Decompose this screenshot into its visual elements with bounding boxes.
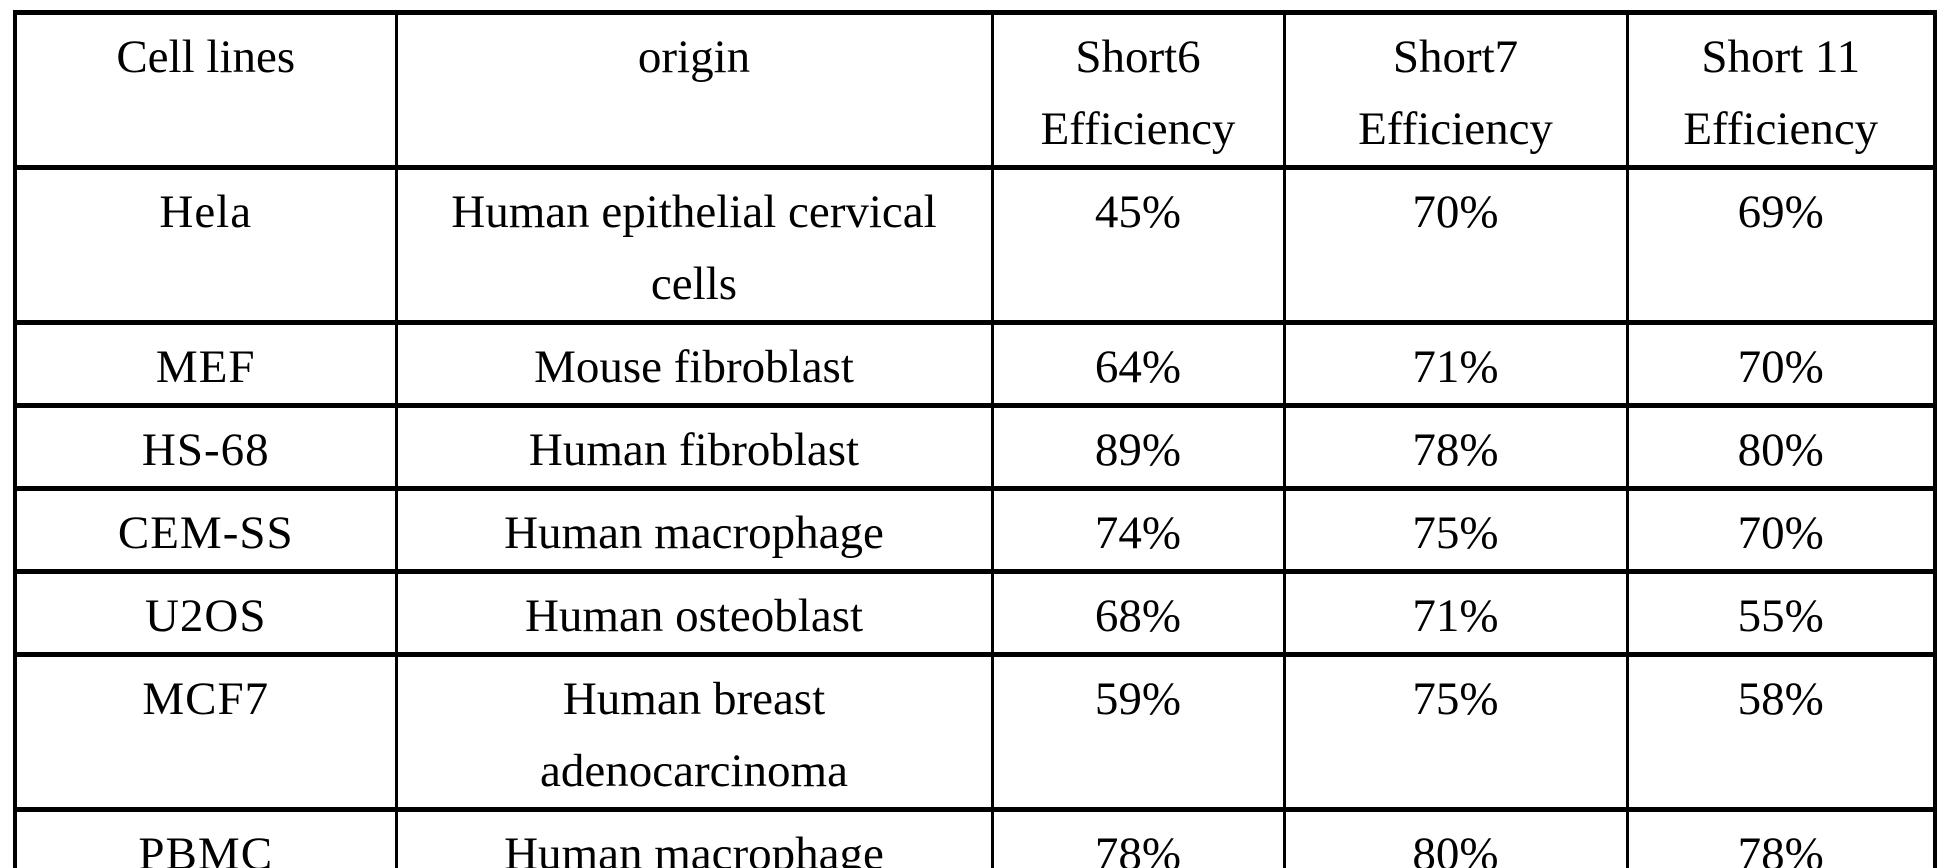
table-row-u2os: U2OS Human osteoblast 68% 71% 55% (13, 569, 1937, 657)
header-short6-line2: Efficiency (1040, 103, 1236, 155)
origin-cell: Human breast adenocarcinoma (394, 652, 994, 812)
short11-value: 80% (1737, 424, 1824, 476)
short6-value: 45% (1094, 186, 1182, 238)
origin-line2: adenocarcinoma (540, 745, 848, 797)
short6-cell: 68% (990, 569, 1286, 657)
cell-line-value: MCF7 (142, 673, 270, 725)
short6-value: 89% (1094, 424, 1182, 476)
header-short11-line1: Short 11 (1701, 31, 1861, 83)
header-short11: Short 11 Efficiency (1625, 10, 1937, 170)
table-row-hela: Hela Human epithelial cervical cells 45%… (13, 165, 1937, 325)
short11-value: 55% (1737, 590, 1824, 642)
short11-value: 58% (1737, 673, 1824, 725)
short7-cell: 71% (1282, 320, 1629, 408)
short6-cell: 78% (990, 807, 1286, 868)
header-origin-label: origin (637, 31, 751, 83)
short7-cell: 78% (1282, 403, 1629, 491)
short11-cell: 55% (1625, 569, 1937, 657)
origin-cell: Human fibroblast (394, 403, 994, 491)
short6-cell: 74% (990, 486, 1286, 574)
cell-line-value: PBMC (138, 828, 274, 868)
origin-cell: Human osteoblast (394, 569, 994, 657)
header-short7: Short7 Efficiency (1282, 10, 1629, 170)
short6-value: 59% (1094, 673, 1182, 725)
header-short7-line1: Short7 (1392, 31, 1519, 83)
short11-cell: 58% (1625, 652, 1937, 812)
origin-cell: Human epithelial cervical cells (394, 165, 994, 325)
cell-line-value: U2OS (144, 590, 267, 642)
origin-line1: Human macrophage (504, 507, 884, 559)
short11-value: 70% (1737, 341, 1824, 393)
short7-value: 70% (1412, 186, 1499, 238)
origin-line1: Human breast (562, 673, 826, 725)
table-row-cemss: CEM-SS Human macrophage 74% 75% 70% (13, 486, 1937, 574)
header-short11-line2: Efficiency (1683, 103, 1879, 155)
short11-cell: 80% (1625, 403, 1937, 491)
short7-value: 71% (1412, 341, 1499, 393)
cell-line-cell: U2OS (13, 569, 398, 657)
table-row-pbmc: PBMC Human macrophage 78% 80% 78% (13, 807, 1937, 868)
short11-value: 78% (1737, 828, 1824, 868)
cell-line-cell: Hela (13, 165, 398, 325)
short7-cell: 70% (1282, 165, 1629, 325)
cell-line-value: Hela (159, 186, 253, 238)
origin-line1: Mouse fibroblast (534, 341, 854, 393)
origin-cell: Human macrophage (394, 486, 994, 574)
short6-value: 74% (1094, 507, 1182, 559)
short11-value: 69% (1737, 186, 1824, 238)
header-short6: Short6 Efficiency (990, 10, 1286, 170)
header-cell-lines: Cell lines (13, 10, 398, 170)
short6-cell: 64% (990, 320, 1286, 408)
header-origin: origin (394, 10, 994, 170)
short11-cell: 69% (1625, 165, 1937, 325)
table-header-row: Cell lines origin Short6 Efficiency Shor… (13, 10, 1937, 170)
table-row-hs68: HS-68 Human fibroblast 89% 78% 80% (13, 403, 1937, 491)
short6-value: 78% (1094, 828, 1182, 868)
short7-value: 78% (1412, 424, 1499, 476)
table-row-mcf7: MCF7 Human breast adenocarcinoma 59% 75%… (13, 652, 1937, 812)
cell-line-value: CEM-SS (117, 507, 294, 559)
cell-line-cell: MCF7 (13, 652, 398, 812)
short6-cell: 59% (990, 652, 1286, 812)
origin-line1: Human macrophage (504, 828, 884, 868)
short11-cell: 70% (1625, 320, 1937, 408)
origin-line1: Human epithelial cervical (451, 186, 937, 238)
table-caption: Table 9 (408, 863, 1933, 868)
origin-line2: cells (650, 258, 738, 310)
short11-value: 70% (1737, 507, 1824, 559)
short7-cell: 75% (1282, 486, 1629, 574)
header-cell-lines-label: Cell lines (116, 31, 296, 83)
origin-cell: Human macrophage (394, 807, 994, 868)
cell-line-cell: CEM-SS (13, 486, 398, 574)
cell-line-cell: PBMC (13, 807, 398, 868)
short11-cell: 78% (1625, 807, 1937, 868)
cell-line-cell: HS-68 (13, 403, 398, 491)
short7-cell: 75% (1282, 652, 1629, 812)
short6-cell: 45% (990, 165, 1286, 325)
header-short7-line2: Efficiency (1358, 103, 1553, 155)
short7-value: 80% (1412, 828, 1499, 868)
short6-cell: 89% (990, 403, 1286, 491)
short6-value: 68% (1094, 590, 1182, 642)
short6-value: 64% (1094, 341, 1182, 393)
header-short6-line1: Short6 (1075, 31, 1201, 83)
cell-line-value: HS-68 (141, 424, 270, 476)
table-row-mef: MEF Mouse fibroblast 64% 71% 70% (13, 320, 1937, 408)
short7-value: 75% (1412, 507, 1499, 559)
transfection-efficiency-table: Cell lines origin Short6 Efficiency Shor… (13, 10, 1937, 868)
cell-line-cell: MEF (13, 320, 398, 408)
origin-line1: Human fibroblast (528, 424, 860, 476)
origin-line1: Human osteoblast (524, 590, 864, 642)
short7-cell: 71% (1282, 569, 1629, 657)
short11-cell: 70% (1625, 486, 1937, 574)
short7-value: 75% (1412, 673, 1499, 725)
cell-line-value: MEF (155, 341, 256, 393)
short7-value: 71% (1412, 590, 1499, 642)
short7-cell: 80% (1282, 807, 1629, 868)
origin-cell: Mouse fibroblast (394, 320, 994, 408)
